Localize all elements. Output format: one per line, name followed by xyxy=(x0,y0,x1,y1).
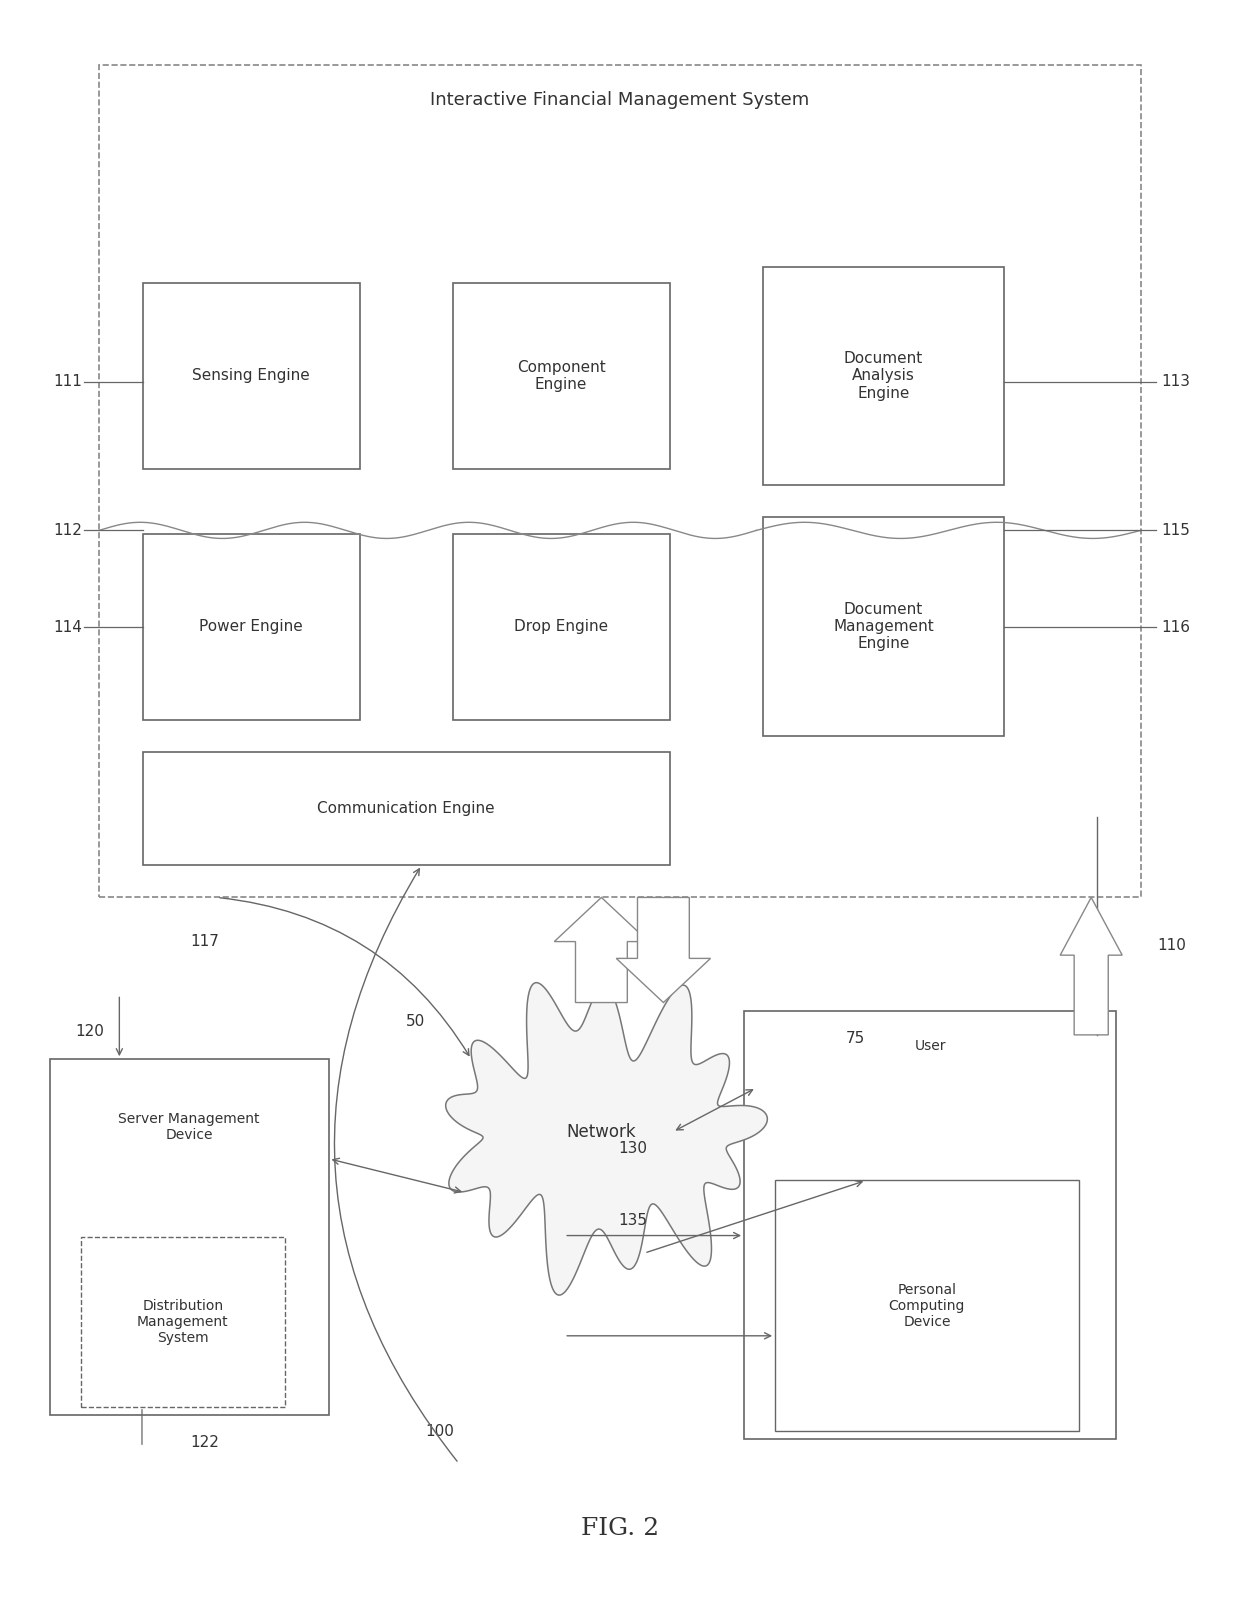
FancyBboxPatch shape xyxy=(744,1011,1116,1439)
Polygon shape xyxy=(616,897,711,1003)
Text: Distribution
Management
System: Distribution Management System xyxy=(138,1298,228,1345)
Text: Power Engine: Power Engine xyxy=(200,619,303,634)
FancyBboxPatch shape xyxy=(99,65,1141,897)
Text: 114: 114 xyxy=(53,619,83,635)
Text: 122: 122 xyxy=(190,1434,219,1450)
FancyBboxPatch shape xyxy=(763,267,1004,485)
FancyBboxPatch shape xyxy=(453,283,670,469)
Text: 135: 135 xyxy=(618,1213,647,1229)
Text: Personal
Computing
Device: Personal Computing Device xyxy=(889,1282,965,1329)
Text: Component
Engine: Component Engine xyxy=(517,359,605,393)
Text: 112: 112 xyxy=(53,522,83,538)
Text: 117: 117 xyxy=(190,933,219,949)
Text: Network: Network xyxy=(567,1122,636,1142)
Text: 75: 75 xyxy=(846,1030,866,1046)
Text: 115: 115 xyxy=(1161,522,1190,538)
FancyBboxPatch shape xyxy=(143,534,360,720)
Text: 116: 116 xyxy=(1161,619,1190,635)
Text: Interactive Financial Management System: Interactive Financial Management System xyxy=(430,91,810,110)
FancyBboxPatch shape xyxy=(763,517,1004,736)
FancyBboxPatch shape xyxy=(775,1180,1079,1431)
Text: Drop Engine: Drop Engine xyxy=(515,619,608,634)
FancyBboxPatch shape xyxy=(143,283,360,469)
Text: Sensing Engine: Sensing Engine xyxy=(192,369,310,383)
Text: 111: 111 xyxy=(53,374,83,390)
Text: User: User xyxy=(914,1040,946,1053)
Polygon shape xyxy=(1060,897,1122,1035)
Polygon shape xyxy=(554,897,649,1003)
Text: Communication Engine: Communication Engine xyxy=(317,800,495,817)
Text: Server Management
Device: Server Management Device xyxy=(118,1112,260,1142)
Text: 120: 120 xyxy=(74,1024,104,1040)
Text: 110: 110 xyxy=(1157,938,1187,954)
FancyBboxPatch shape xyxy=(143,752,670,865)
FancyBboxPatch shape xyxy=(50,1059,329,1415)
Polygon shape xyxy=(445,983,768,1295)
Text: 130: 130 xyxy=(618,1140,647,1156)
FancyBboxPatch shape xyxy=(453,534,670,720)
Text: Document
Management
Engine: Document Management Engine xyxy=(833,602,934,652)
FancyBboxPatch shape xyxy=(81,1237,285,1407)
Text: Document
Analysis
Engine: Document Analysis Engine xyxy=(844,351,923,401)
Text: 100: 100 xyxy=(425,1423,455,1439)
Text: 50: 50 xyxy=(405,1014,425,1030)
Text: 113: 113 xyxy=(1161,374,1190,390)
Text: FIG. 2: FIG. 2 xyxy=(580,1517,660,1539)
